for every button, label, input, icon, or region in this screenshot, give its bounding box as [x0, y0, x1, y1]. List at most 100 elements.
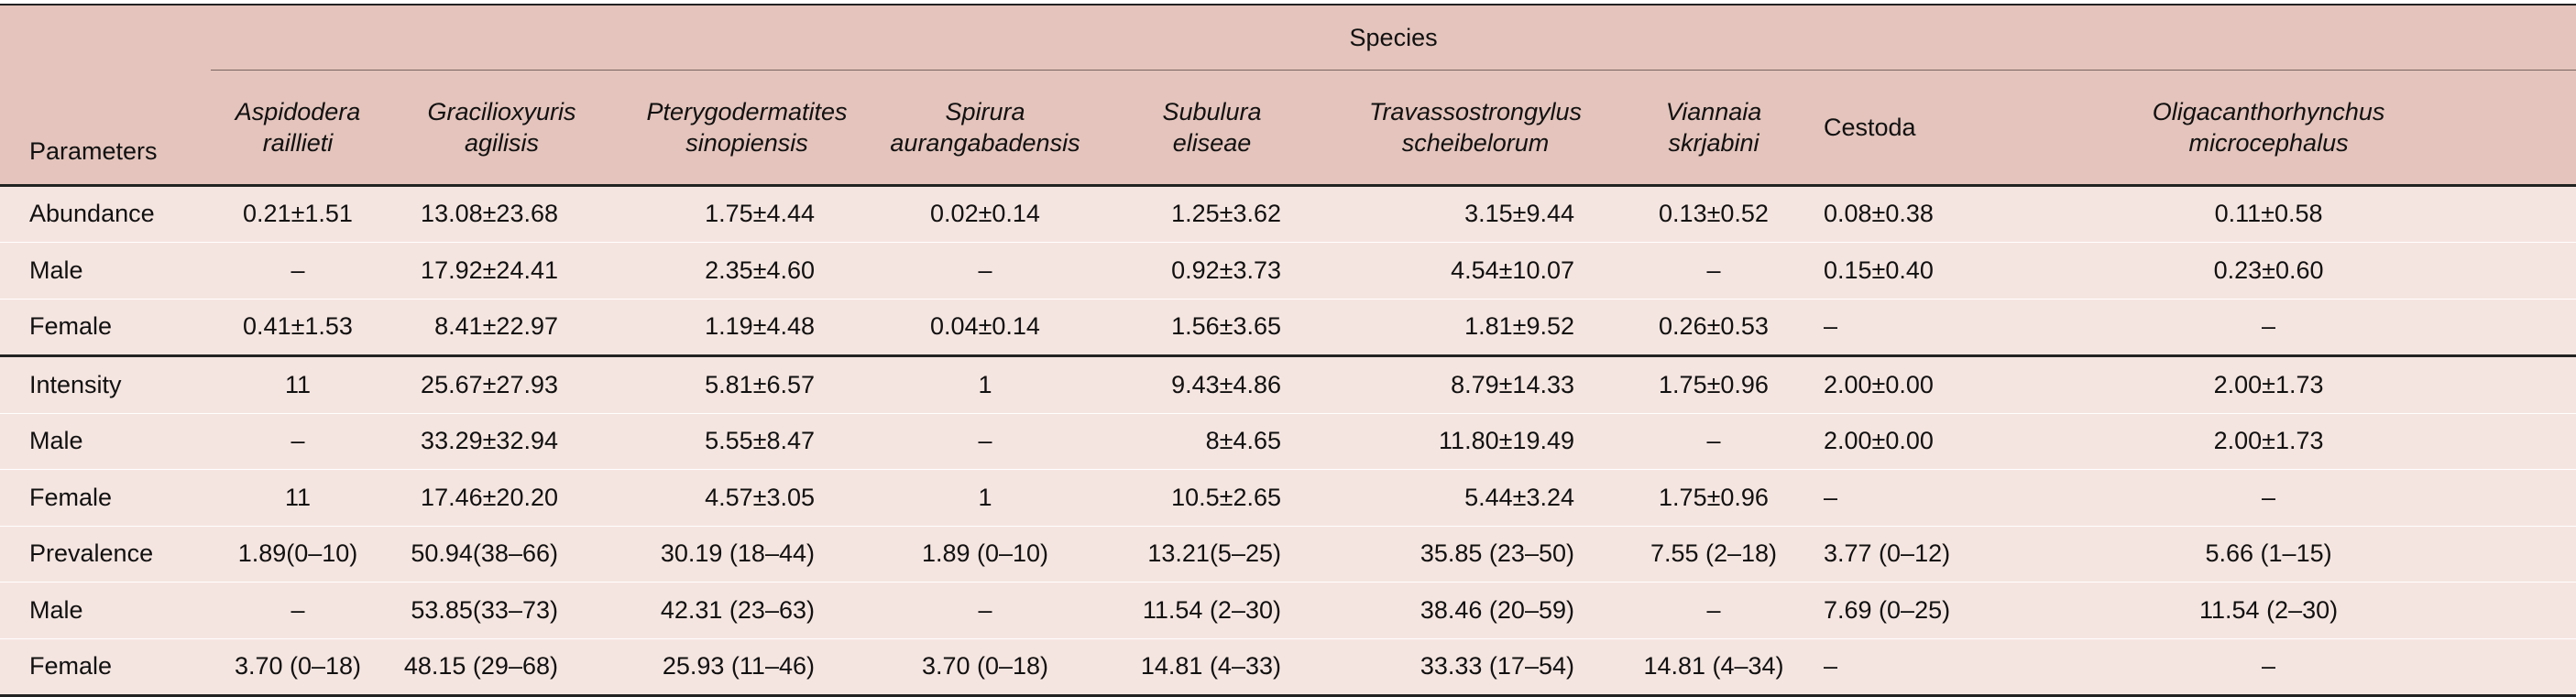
parameter-cell: Female	[0, 469, 211, 527]
parameter-cell: Male	[0, 413, 211, 470]
species-group-label: Species	[211, 5, 2576, 71]
value-cell: 14.81 (4–33)	[1095, 638, 1329, 697]
parameter-cell: Female	[0, 638, 211, 697]
species-name-line: Spirura	[945, 97, 1025, 125]
value-cell: 11	[211, 354, 385, 414]
species-name-line: eliseae	[1172, 128, 1252, 157]
species-name-line: aurangabadensis	[890, 128, 1080, 157]
table-row: Intensity 11 25.67±27.93 5.81±6.57 1 9.43±4.8…	[0, 354, 2576, 414]
value-cell: 0.15±0.40	[1805, 242, 1961, 299]
value-cell: 1.89 (0–10)	[875, 526, 1095, 583]
value-cell: 10.5±2.65	[1095, 469, 1329, 527]
species-column-header: Travassostrongylus scheibelorum	[1329, 70, 1622, 185]
value-cell: 8.79±14.33	[1329, 354, 1622, 414]
species-parameters-table: Species Parameters Aspidodera raillieti Gr…	[0, 4, 2576, 697]
table-row: Male –17.92±24.41 2.35±4.60–0.92±3.73 4.54±…	[0, 242, 2576, 299]
value-cell: 2.00±1.73	[1961, 354, 2576, 414]
value-cell: –	[1961, 469, 2576, 527]
value-cell: 33.33 (17–54)	[1329, 638, 1622, 697]
parameters-column-header: Parameters	[0, 70, 211, 185]
parameter-cell: Intensity	[0, 354, 211, 414]
value-cell: 38.46 (20–59)	[1329, 582, 1622, 639]
species-name-line: Travassostrongylus	[1368, 97, 1583, 125]
species-group-header-row: Species	[0, 5, 2576, 71]
value-cell: 11.54 (2–30)	[1961, 582, 2576, 639]
table-row: Female 11 17.46±20.20 4.57±3.05 1 10.5±2.65 5.…	[0, 469, 2576, 527]
species-name-line: Subulura	[1162, 97, 1262, 125]
value-cell: 3.70 (0–18)	[875, 638, 1095, 697]
value-cell: 2.00±1.73	[1961, 413, 2576, 470]
value-cell: 7.55 (2–18)	[1622, 526, 1805, 583]
value-cell: –	[875, 242, 1095, 299]
value-cell: 4.57±3.05	[619, 469, 875, 527]
species-name-line: microcephalus	[2188, 128, 2349, 157]
species-name-line: Gracilioxyuris	[427, 97, 576, 125]
value-cell: 14.81 (4–34)	[1622, 638, 1805, 697]
value-cell: 0.02±0.14	[875, 185, 1095, 243]
value-cell: 5.66 (1–15)	[1961, 526, 2576, 583]
value-cell: 1	[875, 354, 1095, 414]
value-cell: 2.35±4.60	[619, 242, 875, 299]
value-cell: 35.85 (23–50)	[1329, 526, 1622, 583]
value-cell: 25.67±27.93	[385, 354, 619, 414]
parameter-cell: Prevalence	[0, 526, 211, 583]
species-column-header: Pterygodermatites sinopiensis	[619, 70, 875, 185]
species-name-line: Aspidodera	[235, 97, 361, 125]
value-cell: 5.44±3.24	[1329, 469, 1622, 527]
value-cell: 1.75±0.96	[1622, 354, 1805, 414]
value-cell: 0.92±3.73	[1095, 242, 1329, 299]
value-cell: 0.23±0.60	[1961, 242, 2576, 299]
species-name-line: Cestoda	[1824, 113, 1916, 141]
value-cell: –	[1961, 638, 2576, 697]
value-cell: –	[1622, 242, 1805, 299]
table-row: Male –53.85(33–73) 42.31 (23–63) –11.54 (2–…	[0, 582, 2576, 639]
value-cell: –	[211, 413, 385, 470]
value-cell: 0.13±0.52	[1622, 185, 1805, 243]
value-cell: 5.55±8.47	[619, 413, 875, 470]
value-cell: 8±4.65	[1095, 413, 1329, 470]
value-cell: 0.11±0.58	[1961, 185, 2576, 243]
value-cell: 8.41±22.97	[385, 299, 619, 356]
value-cell: 30.19 (18–44)	[619, 526, 875, 583]
species-column-header: Oligacanthorhynchus microcephalus	[1961, 70, 2576, 185]
value-cell: 0.41±1.53	[211, 299, 385, 356]
species-name-line: scheibelorum	[1401, 128, 1550, 157]
value-cell: 1.56±3.65	[1095, 299, 1329, 356]
species-name-line: raillieti	[262, 128, 334, 157]
value-cell: 11.54 (2–30)	[1095, 582, 1329, 639]
value-cell: 5.81±6.57	[619, 354, 875, 414]
species-column-header: Gracilioxyuris agilisis	[385, 70, 619, 185]
value-cell: 4.54±10.07	[1329, 242, 1622, 299]
species-name-line: skrjabini	[1668, 128, 1759, 157]
species-column-header: Cestoda	[1805, 70, 1961, 185]
value-cell: 1.89(0–10)	[211, 526, 385, 583]
value-cell: –	[875, 582, 1095, 639]
value-cell: 17.46±20.20	[385, 469, 619, 527]
table-body: Abundance 0.21±1.51 13.08±23.68 1.75±4.44 0.…	[0, 185, 2576, 697]
value-cell: 7.69 (0–25)	[1805, 582, 1961, 639]
species-name-line: agilisis	[464, 128, 540, 157]
species-column-header: Viannaia skrjabini	[1622, 70, 1805, 185]
value-cell: 17.92±24.41	[385, 242, 619, 299]
species-name-line: Viannaia	[1665, 97, 1762, 125]
value-cell: 13.21(5–25)	[1095, 526, 1329, 583]
value-cell: 1	[875, 469, 1095, 527]
value-cell: 2.00±0.00	[1805, 413, 1961, 470]
value-cell: 25.93 (11–46)	[619, 638, 875, 697]
value-cell: 3.77 (0–12)	[1805, 526, 1961, 583]
table-row: Male –33.29±32.94 5.55±8.47–8±4.65 11.80±19…	[0, 413, 2576, 470]
value-cell: –	[1805, 469, 1961, 527]
value-cell: –	[1622, 413, 1805, 470]
value-cell: –	[211, 242, 385, 299]
parameter-cell: Male	[0, 582, 211, 639]
value-cell: 2.00±0.00	[1805, 354, 1961, 414]
table-header: Species Parameters Aspidodera raillieti Gr…	[0, 5, 2576, 185]
species-column-header: Subulura eliseae	[1095, 70, 1329, 185]
value-cell: 0.08±0.38	[1805, 185, 1961, 243]
table-row: Female 3.70 (0–18) 48.15 (29–68) 25.93 (11–…	[0, 638, 2576, 697]
value-cell: –	[1961, 299, 2576, 356]
value-cell: 53.85(33–73)	[385, 582, 619, 639]
value-cell: 0.21±1.51	[211, 185, 385, 243]
value-cell: 11.80±19.49	[1329, 413, 1622, 470]
